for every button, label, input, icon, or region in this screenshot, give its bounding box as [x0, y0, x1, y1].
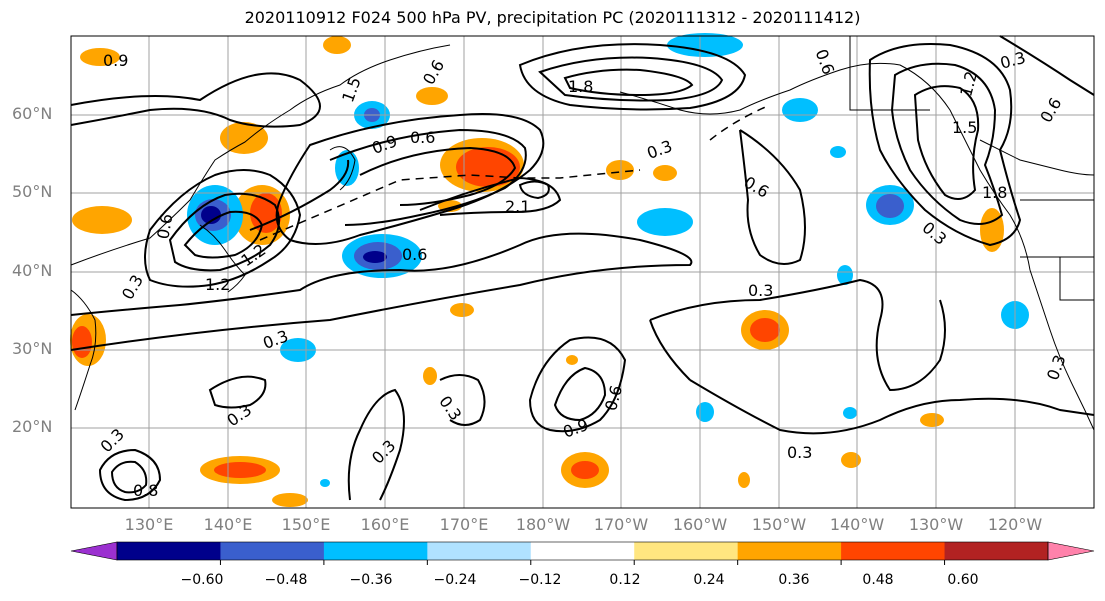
lon-label: 120°W: [987, 515, 1043, 534]
map-title: 2020110912 F024 500 hPa PV, precipitatio…: [244, 8, 861, 27]
lat-label: 40°N: [12, 261, 53, 280]
colorbar-cells: [117, 542, 1049, 560]
colorbar-cell: [220, 542, 325, 560]
contour-label: 0.3: [787, 443, 812, 462]
contour-label: 1.5: [952, 118, 977, 137]
contour-label: 0.3: [748, 281, 773, 300]
colorbar-cell: [427, 542, 532, 560]
colorbar-tick-label: −0.36: [349, 572, 393, 588]
contour-label: 1.8: [568, 77, 593, 96]
pv-contours: [70, 35, 1095, 502]
colorbar-cell: [634, 542, 739, 560]
contour-label: 2.1: [505, 197, 530, 216]
colorbar-cell: [117, 542, 221, 560]
lon-label: 150°W: [751, 515, 807, 534]
colorbar-cell: [737, 542, 842, 560]
contour-label: 1.2: [205, 275, 230, 294]
colorbar-cell: [841, 542, 946, 560]
colorbar-tick-label: −0.60: [180, 572, 224, 588]
lon-label: 170°E: [439, 515, 489, 534]
colorbar-cell: [323, 542, 428, 560]
contour-label: 1.8: [982, 183, 1007, 202]
lon-label: 180°W: [515, 515, 571, 534]
colorbar-tick-label: 0.60: [947, 572, 979, 588]
contour-label: 0.6: [402, 245, 427, 264]
lon-label: 160°E: [360, 515, 410, 534]
contour-label: 0.8: [133, 481, 158, 500]
contour-label: 0.6: [153, 212, 176, 240]
map-frame: [70, 35, 1095, 509]
lon-label: 130°W: [908, 515, 964, 534]
colorbar-tick-label: 0.12: [609, 572, 641, 588]
colorbar-frame: [116, 541, 1049, 561]
colorbar-tick-label: −0.48: [264, 572, 308, 588]
lat-label: 30°N: [12, 339, 53, 358]
colorbar-cell: [530, 542, 635, 560]
colorbar-tick-label: −0.24: [433, 572, 477, 588]
lon-label: 170°W: [593, 515, 649, 534]
lon-label: 140°E: [203, 515, 253, 534]
colorbar-extend-low: [70, 541, 118, 561]
colorbar-ticks: [219, 560, 946, 565]
lon-label: 160°W: [672, 515, 728, 534]
colorbar: [70, 541, 1095, 565]
lat-label: 50°N: [12, 182, 53, 201]
contour-label: 0.9: [103, 51, 128, 70]
lon-label: 130°E: [124, 515, 174, 534]
precip-anomaly-shading: [70, 33, 1029, 507]
lon-label: 150°E: [281, 515, 331, 534]
trough-line: [259, 169, 641, 241]
colorbar-cell: [944, 542, 1049, 560]
lat-label: 20°N: [12, 417, 53, 436]
contour-label: 0.6: [410, 128, 435, 147]
colorbar-tick-label: −0.12: [518, 572, 562, 588]
colorbar-tick-label: 0.24: [693, 572, 725, 588]
colorbar-tick-label: 0.36: [778, 572, 810, 588]
trough-line-east: [709, 104, 771, 141]
lat-label: 60°N: [12, 104, 53, 123]
lon-label: 140°W: [829, 515, 885, 534]
colorbar-tick-label: 0.48: [862, 572, 894, 588]
colorbar-extend-high: [1047, 541, 1095, 561]
